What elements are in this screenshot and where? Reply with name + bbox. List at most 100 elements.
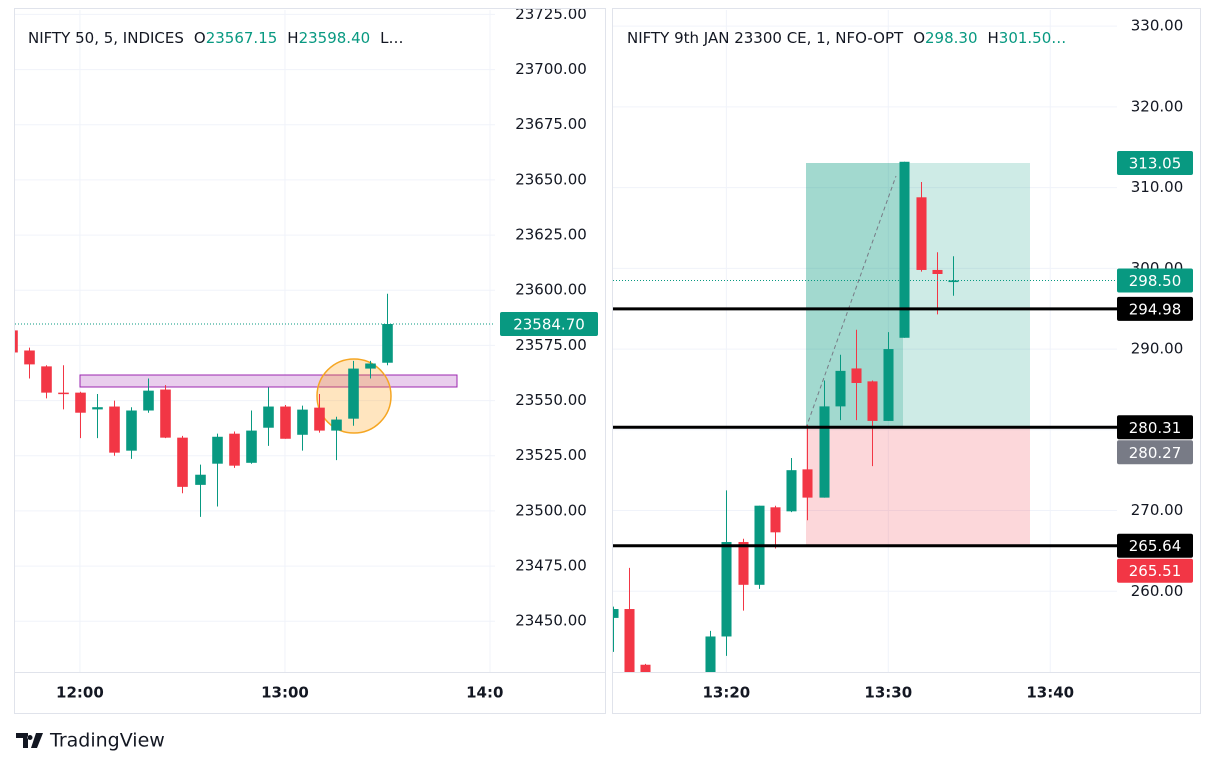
candle-body [721, 542, 732, 637]
candle-body [819, 406, 830, 498]
candle-body [314, 407, 325, 431]
price-tag-label: 23584.70 [513, 316, 585, 334]
price-tag-label: 294.98 [1129, 300, 1182, 318]
x-tick-label: 12:00 [56, 684, 104, 702]
price-tag [1117, 296, 1193, 321]
candle-body [916, 197, 927, 270]
logo: TradingView [16, 730, 165, 752]
panel-right [612, 8, 1201, 714]
x-tick-label: 13:30 [864, 684, 912, 702]
candle-body [212, 436, 223, 464]
candle-body [92, 407, 103, 410]
chart-title: NIFTY 9th JAN 23300 CE, 1, NFO-OPT [627, 29, 904, 47]
chart-header: NIFTY 50, 5, INDICES O23567.15 H23598.40 L… [28, 29, 404, 47]
ohlc-key: L… [380, 29, 403, 47]
price-tag [1117, 268, 1193, 293]
x-tick-label: 13:00 [261, 684, 309, 702]
ohlc-value: 298.30 [925, 29, 978, 47]
candle-body [835, 370, 846, 407]
y-tick-label: 23725.00 [515, 5, 587, 23]
candle-body [867, 381, 878, 421]
candle-body [932, 269, 943, 274]
y-tick-label: 23700.00 [515, 60, 587, 78]
candle-body [41, 366, 52, 393]
ohlc-value: 23598.40 [299, 29, 371, 47]
chart-header: NIFTY 9th JAN 23300 CE, 1, NFO-OPT O298.3… [627, 29, 1066, 47]
candle-body [613, 609, 619, 618]
candle-body [246, 430, 257, 463]
candle-body [899, 161, 910, 338]
candle-body [348, 368, 359, 419]
y-tick-label: 23675.00 [515, 115, 587, 133]
grid [15, 10, 495, 672]
y-tick-label: 23500.00 [515, 501, 587, 519]
price-tag-label: 280.27 [1129, 444, 1182, 462]
zone-rectangle [79, 374, 458, 388]
plot [613, 161, 1117, 672]
candle-body [365, 363, 376, 369]
panel-left [14, 8, 606, 714]
price-tag-label: 298.50 [1129, 272, 1182, 290]
y-tick-label: 320.00 [1131, 97, 1184, 115]
y-tick-label: 23450.00 [515, 612, 587, 630]
time-axis: 12:00 13:00 14:00 [56, 684, 514, 702]
plot [15, 293, 495, 517]
price-tag-label: 265.64 [1129, 537, 1182, 555]
candle-body [297, 409, 308, 435]
y-tick-label: 23650.00 [515, 170, 587, 188]
tags: 23584.70 313.05 298.50 294.98 280.31 280.27 26… [500, 150, 1193, 583]
candle-body [770, 507, 781, 533]
price-tag [500, 312, 598, 337]
price-tag-label: 280.31 [1129, 419, 1182, 437]
y-tick-label: 23625.00 [515, 226, 587, 244]
ohlc-key: H [988, 29, 999, 47]
candle-body [280, 406, 291, 439]
ohlc-value: 23567.15 [206, 29, 278, 47]
loss-zone [806, 428, 1030, 546]
y-tick-label: 23600.00 [515, 281, 587, 299]
candle-body [331, 419, 342, 431]
candle-body [177, 437, 188, 487]
logo-icon [16, 733, 43, 748]
price-axis: 260.00270.00280.00290.00300.00310.00320.… [1131, 17, 1184, 600]
y-tick-label: 23525.00 [515, 446, 587, 464]
y-tick-label: 290.00 [1131, 340, 1184, 358]
candle-body [24, 350, 35, 365]
candle-body [705, 636, 716, 672]
price-tag [1117, 533, 1193, 558]
price-tag [1117, 558, 1193, 583]
candle-body [640, 664, 651, 672]
candle-body [160, 389, 171, 438]
y-tick-label: 23575.00 [515, 336, 587, 354]
y-tick-label: 260.00 [1131, 582, 1184, 600]
candle-body [802, 469, 813, 498]
candle-body [883, 349, 894, 421]
ohlc-key: H [287, 29, 298, 47]
candle-body [143, 390, 154, 411]
x-tick-label: 13:20 [702, 684, 750, 702]
candle-body [624, 609, 635, 672]
candle-body [382, 324, 393, 363]
ohlc-key: O [913, 29, 925, 47]
price-tag [1117, 150, 1193, 175]
price-axis: 23450.00 23475.00 23500.00 23525.00 23550.00… [515, 5, 587, 630]
candle-body [58, 392, 69, 395]
candle-body [229, 433, 240, 466]
y-tick-label: 330.00 [1131, 17, 1184, 35]
candle-body [948, 280, 959, 283]
candle-body [126, 410, 137, 451]
candle-body [195, 474, 206, 485]
candle-body [263, 406, 274, 428]
headers: NIFTY 50, 5, INDICES O23567.15 H23598.40 L…… [28, 29, 1066, 47]
candle-body [75, 392, 86, 413]
ohlc-key: O [194, 29, 206, 47]
marks [15, 161, 1117, 672]
candle-body [786, 470, 797, 512]
price-tag [1117, 415, 1193, 440]
x-tick-label: 14:00 [466, 684, 514, 702]
chart-title: NIFTY 50, 5, INDICES [28, 29, 184, 47]
candle-body [109, 406, 120, 453]
footer-brand: TradingView [49, 730, 165, 752]
candle-body [15, 330, 18, 353]
